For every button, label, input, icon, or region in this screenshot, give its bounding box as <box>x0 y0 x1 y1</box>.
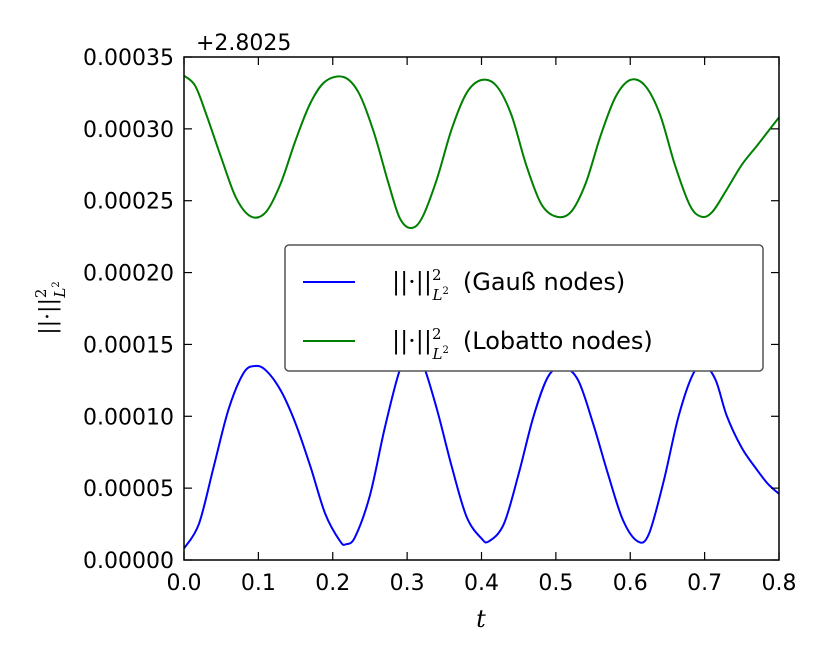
x-tick-label: 0.6 <box>613 571 648 596</box>
y-tick-label: 0.00025 <box>83 190 174 215</box>
y-axis-label-sub: L <box>51 288 69 299</box>
legend-label-lobatto: ||·||2 L2 (Lobatto nodes) <box>392 325 653 363</box>
y-tick-label: 0.00035 <box>83 46 174 71</box>
y-axis-label: ||·||2L2 <box>32 281 69 335</box>
series-line-gauss <box>183 350 780 550</box>
legend-label-lobatto-text: (Lobatto nodes) <box>463 327 653 355</box>
series-line-lobatto <box>183 74 780 230</box>
x-tick-label: 0.1 <box>241 571 276 596</box>
x-tick-label: 0.5 <box>538 571 573 596</box>
y-axis-label-subsup: 2 <box>51 281 62 287</box>
legend: ||·||2 L2 (Gauß nodes) ||·||2 L2 (Lobatto no… <box>284 244 764 372</box>
x-tick-label: 0.3 <box>390 571 425 596</box>
x-axis-label: t <box>476 605 486 633</box>
y-tick-label: 0.00015 <box>83 333 174 358</box>
legend-label-gauss: ||·||2 L2 (Gauß nodes) <box>392 266 625 304</box>
legend-frame <box>284 244 764 372</box>
x-tick-label: 0.2 <box>315 571 350 596</box>
y-tick-label: 0.00020 <box>83 262 174 287</box>
y-offset-label: +2.8025 <box>196 31 291 56</box>
svg-text:||·||2L2: ||·||2L2 <box>32 281 69 335</box>
y-tick-label: 0.00030 <box>83 118 174 143</box>
x-tick-label: 0.8 <box>762 571 797 596</box>
x-tick-label: 0.4 <box>464 571 499 596</box>
x-tick-label: 0.7 <box>687 571 722 596</box>
ticks-layer: 0.0 0.1 0.2 0.3 0.4 0.5 0.6 0.7 0.8 0.00000 0.0000… <box>83 46 796 596</box>
series-layer <box>183 74 780 550</box>
y-tick-label: 0.00005 <box>83 477 174 502</box>
y-axis-label-main: ||·|| <box>36 298 61 335</box>
x-tick-label: 0.0 <box>167 571 202 596</box>
legend-label-gauss-text: (Gauß nodes) <box>463 268 625 296</box>
y-axis-label-sup: 2 <box>32 289 50 299</box>
y-tick-label: 0.00000 <box>83 549 174 574</box>
y-tick-label: 0.00010 <box>83 405 174 430</box>
plot-frame <box>183 56 780 561</box>
